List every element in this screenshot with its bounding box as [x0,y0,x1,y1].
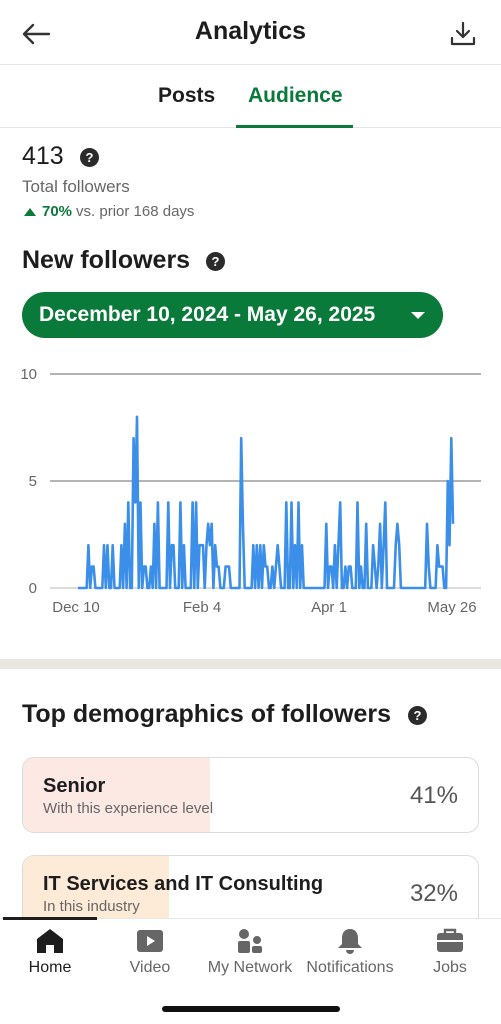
nav-label: Notifications [306,959,394,976]
x-tick-label: May 26 [427,599,476,616]
caret-down-icon [411,312,425,319]
back-button[interactable] [18,18,54,50]
video-icon [135,927,165,955]
arrow-left-icon [22,23,51,45]
download-button[interactable] [447,18,479,50]
x-tick-label: Dec 10 [52,599,100,616]
help-icon[interactable]: ? [206,252,225,271]
trend-up-icon [24,207,36,216]
demographic-name: Senior [43,775,106,797]
x-tick-label: Feb 4 [183,599,221,616]
total-followers: 413 ? [22,142,99,171]
nav-notifications[interactable]: Notifications [300,919,400,989]
demographic-name: IT Services and IT Consulting [43,873,324,895]
home-icon [35,927,65,955]
nav-label: Home [28,959,72,976]
trend-text: vs. prior 168 days [76,203,195,220]
y-tick-label: 0 [29,580,37,597]
section-divider [0,659,501,669]
active-tab-indicator [236,125,353,128]
nav-jobs[interactable]: Jobs [400,919,500,989]
page-title: Analytics [194,17,307,45]
nav-label: My Network [207,959,293,976]
demographic-card-seniority[interactable]: Senior With this experience level 41% [22,757,479,833]
nav-my-network[interactable]: My Network [200,919,300,989]
total-followers-label: Total followers [22,177,130,196]
demographic-subtitle: With this experience level [43,800,214,817]
active-nav-indicator [3,917,97,920]
followers-trend: 70% vs. prior 168 days [24,203,194,220]
demographic-percent: 41% [409,782,458,809]
tab-bar: Posts Audience [0,65,501,128]
nav-home[interactable]: Home [0,919,100,989]
help-icon[interactable]: ? [408,706,427,725]
date-range-label: December 10, 2024 - May 26, 2025 [39,303,376,326]
new-followers-title: New followers [22,246,191,274]
x-tick-label: Apr 1 [311,599,347,616]
nav-video[interactable]: Video [100,919,200,989]
nav-label: Jobs [433,959,467,976]
bell-icon [335,927,365,955]
y-tick-label: 5 [29,473,37,490]
app-header: Analytics [0,0,501,65]
help-icon[interactable]: ? [80,148,99,167]
date-range-selector[interactable]: December 10, 2024 - May 26, 2025 [22,292,443,338]
series-line [78,415,455,590]
download-icon [450,21,476,46]
nav-label: Video [129,959,171,976]
tab-audience[interactable]: Audience [248,84,343,107]
total-followers-value: 413 [22,142,64,170]
tab-posts[interactable]: Posts [158,84,216,107]
demographic-bar [23,758,210,832]
new-followers-chart: 0 5 10 Dec 10 Feb 4 Apr 1 May 26 [20,366,481,616]
demographic-percent: 32% [409,880,458,907]
trend-percent: 70% [42,203,73,220]
home-indicator [162,1006,340,1012]
demographics-title: Top demographics of followers [22,700,392,728]
y-tick-label: 10 [20,366,37,383]
demographic-subtitle: In this industry [43,898,140,915]
briefcase-icon [435,927,465,955]
network-icon [235,927,265,955]
